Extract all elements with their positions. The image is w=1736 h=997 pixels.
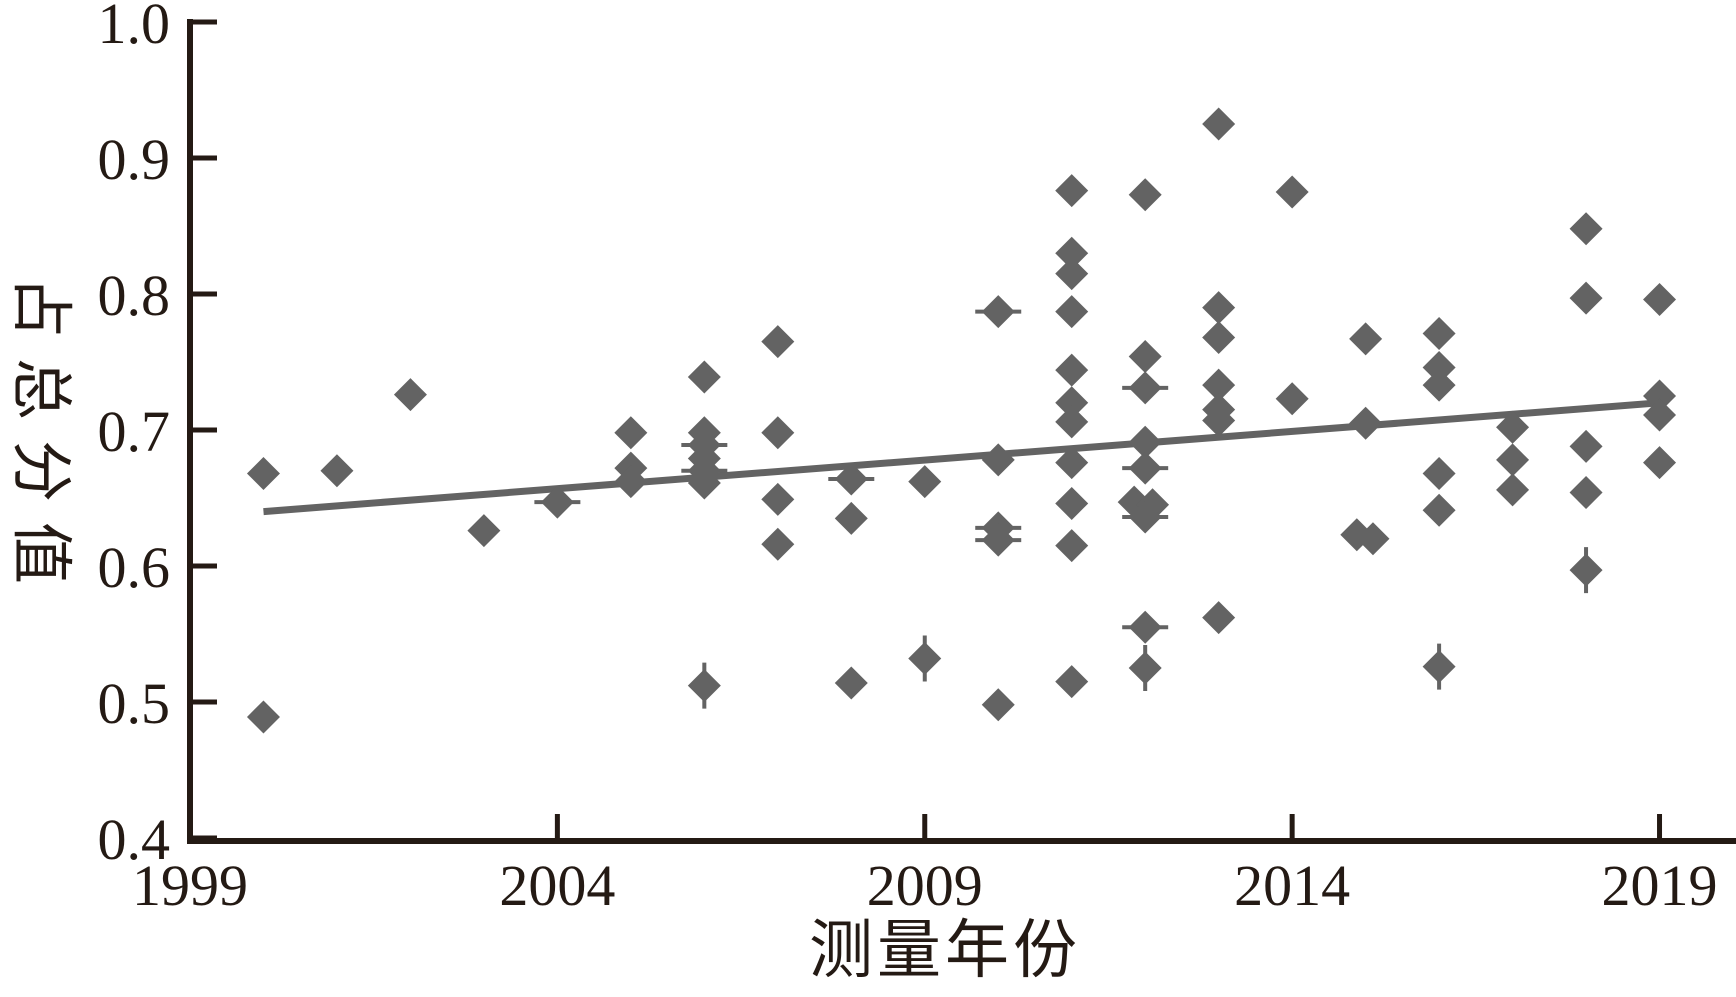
data-point — [981, 443, 1015, 477]
data-point — [1055, 236, 1089, 270]
data-point — [1422, 457, 1456, 491]
data-point — [1128, 371, 1162, 405]
data-point — [1055, 529, 1089, 563]
data-point — [246, 700, 280, 734]
data-point — [1422, 350, 1456, 384]
y-tick-label: 0.4 — [98, 807, 171, 872]
data-point — [1569, 476, 1603, 510]
data-point — [1128, 178, 1162, 212]
data-point — [614, 465, 648, 499]
data-point — [540, 485, 574, 519]
data-point — [908, 641, 942, 675]
data-point — [1569, 212, 1603, 246]
data-point — [1643, 398, 1677, 432]
data-point — [1202, 321, 1236, 355]
data-point — [1202, 403, 1236, 437]
data-point — [1055, 405, 1089, 439]
data-point — [1422, 368, 1456, 402]
data-point — [1643, 446, 1677, 480]
y-tick-label: 1.0 — [98, 0, 171, 56]
y-axis-title: 占总分值 — [6, 276, 74, 604]
data-point — [1569, 281, 1603, 315]
x-axis-title: 测量年份 — [809, 915, 1081, 986]
data-point — [1055, 295, 1089, 329]
data-point — [981, 523, 1015, 557]
data-point — [1128, 425, 1162, 459]
x-tick-label: 2019 — [1602, 853, 1718, 918]
data-point — [1128, 651, 1162, 685]
data-point — [981, 688, 1015, 722]
data-point — [246, 457, 280, 491]
data-point — [1275, 175, 1309, 209]
data-point — [1128, 610, 1162, 644]
data-point — [687, 360, 721, 394]
data-point — [1055, 353, 1089, 387]
data-point — [1202, 291, 1236, 325]
data-point — [467, 514, 501, 548]
data-point — [761, 482, 795, 516]
data-point — [834, 666, 868, 700]
data-point — [1202, 601, 1236, 635]
data-point — [834, 462, 868, 496]
data-point — [1055, 257, 1089, 291]
data-point — [1128, 451, 1162, 485]
data-point — [761, 416, 795, 450]
y-tick-label: 0.7 — [98, 399, 171, 464]
data-point — [1055, 665, 1089, 699]
data-point — [1055, 174, 1089, 208]
data-point — [1275, 382, 1309, 416]
x-tick-label: 2014 — [1234, 853, 1350, 918]
data-point — [1422, 493, 1456, 527]
data-point — [393, 378, 427, 412]
data-point — [1569, 429, 1603, 463]
data-point — [1055, 386, 1089, 420]
data-point — [614, 416, 648, 450]
data-point — [1117, 485, 1151, 519]
data-point — [1055, 486, 1089, 520]
data-point — [1496, 410, 1530, 444]
y-tick-label: 0.9 — [98, 127, 171, 192]
data-point — [761, 527, 795, 561]
x-tick-label: 2009 — [867, 853, 983, 918]
data-point — [687, 669, 721, 703]
data-point — [1496, 473, 1530, 507]
y-tick-label: 0.8 — [98, 263, 171, 328]
data-point — [834, 501, 868, 535]
data-point — [1569, 553, 1603, 587]
chart-layer: 0.4 0.5 0.6 0.7 0.8 0.9 1.0 1999 2004 2009 2014 201… — [98, 0, 1736, 918]
data-point — [981, 295, 1015, 329]
data-point — [1055, 446, 1089, 480]
data-point — [908, 465, 942, 499]
data-point — [320, 454, 354, 488]
data-point — [1643, 379, 1677, 413]
data-point — [1202, 107, 1236, 141]
data-point — [1349, 406, 1383, 440]
data-point — [1356, 522, 1390, 556]
data-point — [1128, 500, 1162, 534]
data-point — [1496, 443, 1530, 477]
data-point — [1643, 282, 1677, 316]
data-point — [1349, 322, 1383, 356]
y-tick-label: 0.6 — [98, 535, 171, 600]
data-point — [761, 325, 795, 359]
data-point — [1422, 650, 1456, 684]
y-tick-label: 0.5 — [98, 671, 171, 736]
data-point — [1128, 340, 1162, 374]
x-tick-label: 2004 — [499, 853, 615, 918]
data-point — [1422, 316, 1456, 350]
x-tick-label: 1999 — [132, 853, 248, 918]
data-point — [687, 466, 721, 500]
data-point — [1202, 368, 1236, 402]
trend-line — [263, 399, 1660, 516]
